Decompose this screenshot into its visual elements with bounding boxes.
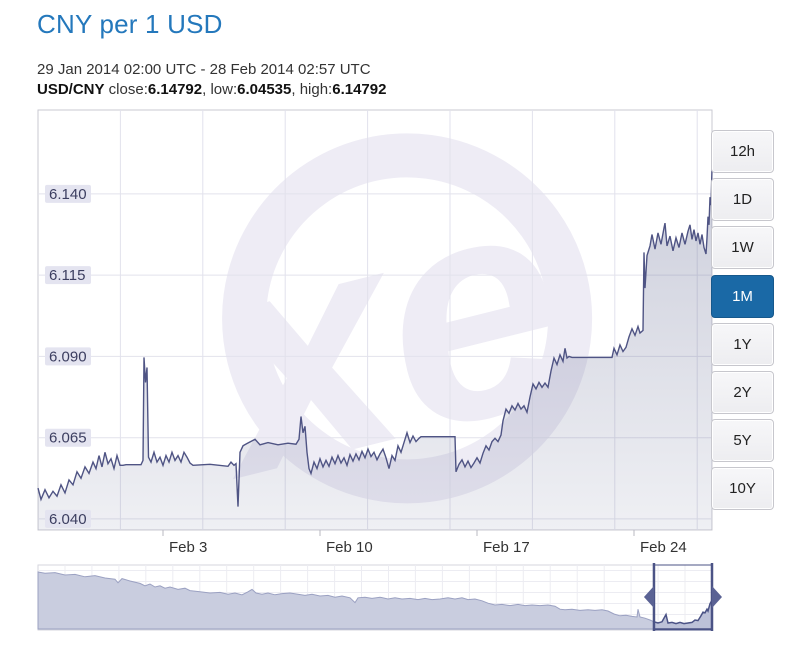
x-axis-label: Feb 10	[326, 539, 373, 556]
page-title: CNY per 1 USD	[37, 9, 223, 39]
svg-text:6.090: 6.090	[49, 348, 87, 365]
navigator-handle-right[interactable]	[712, 586, 722, 608]
svg-text:6.065: 6.065	[49, 430, 87, 447]
y-axis-label: 6.115	[45, 266, 91, 285]
range-button-2y[interactable]: 2Y	[711, 371, 774, 414]
range-button-10y[interactable]: 10Y	[711, 467, 774, 510]
y-axis-label: 6.040	[45, 509, 91, 528]
y-axis-label: 6.065	[45, 428, 91, 447]
y-axis-label: 6.090	[45, 347, 91, 366]
range-button-1m[interactable]: 1M	[711, 275, 774, 318]
close-label: close:	[104, 81, 148, 98]
range-button-5y[interactable]: 5Y	[711, 419, 774, 462]
main-series-area	[38, 168, 712, 530]
y-axis-label: 6.140	[45, 184, 91, 203]
navigator-series	[37, 571, 713, 630]
x-axis-label: Feb 3	[169, 539, 207, 556]
svg-text:6.040: 6.040	[49, 511, 87, 528]
currency-pair-label: USD/CNY	[37, 81, 105, 98]
main-series-line	[37, 168, 713, 507]
x-axis-label: Feb 17	[483, 539, 530, 556]
range-button-12h[interactable]: 12h	[711, 130, 774, 173]
close-value: 6.14792	[147, 81, 203, 98]
high-value: 6.14792	[332, 81, 387, 98]
ohlc-stats: USD/CNY close:6.14792, low:6.04535, high…	[37, 81, 386, 98]
range-button-1w[interactable]: 1W	[711, 226, 774, 269]
svg-text:6.140: 6.140	[49, 186, 87, 203]
x-axis-label: Feb 24	[640, 539, 687, 556]
navigator-handle-left[interactable]	[643, 586, 654, 608]
range-button-1d[interactable]: 1D	[711, 178, 774, 221]
range-button-1y[interactable]: 1Y	[711, 323, 774, 366]
navigator-selected-series	[653, 598, 713, 630]
navigator[interactable]	[37, 563, 722, 631]
low-label: , low:	[202, 81, 238, 98]
date-range: 29 Jan 2014 02:00 UTC - 28 Feb 2014 02:5…	[37, 61, 371, 78]
low-value: 6.04535	[237, 81, 292, 98]
high-label: , high:	[291, 81, 333, 98]
svg-text:6.115: 6.115	[49, 267, 85, 284]
